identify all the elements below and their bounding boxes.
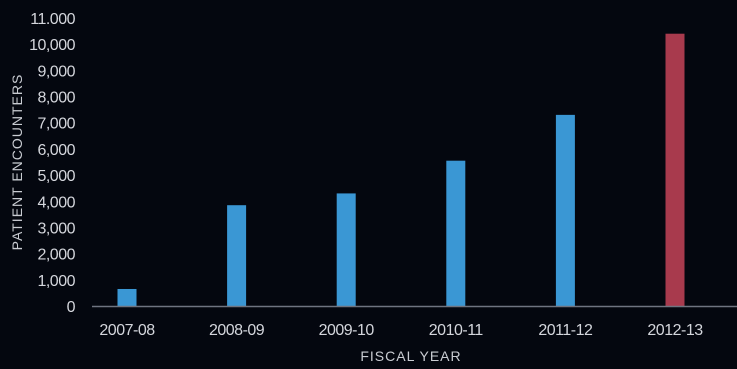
y-axis-title: PATIENT ENCOUNTERS	[9, 74, 25, 251]
x-tick-label: 2008-09	[209, 322, 265, 339]
x-tick-label: 2007-08	[99, 322, 155, 339]
y-tick-label: 6,000	[37, 142, 75, 159]
y-tick-label: 5,000	[37, 168, 75, 185]
bar-2011-12	[555, 114, 575, 306]
y-tick-label: 9,000	[37, 63, 75, 80]
bars-group	[117, 33, 685, 306]
y-tick-label: 3,000	[37, 220, 75, 237]
x-tick-label: 2009-10	[319, 322, 375, 339]
y-tick-label: 2,000	[37, 247, 75, 264]
bar-2012-13	[665, 33, 685, 306]
y-tick-label: 4,000	[37, 194, 75, 211]
x-tick-label: 2011-12	[538, 322, 593, 339]
y-tick-label: 8,000	[37, 90, 75, 107]
y-axis-ticks: 0 1,000 2,000 3,000 4,000 5,000 6,000 7,000 8,00…	[29, 11, 76, 316]
bar-2008-09	[227, 205, 247, 306]
x-tick-label: 2010-11	[429, 322, 484, 339]
x-axis-title: FISCAL YEAR	[360, 348, 461, 364]
x-axis-ticks: 2007-08 2008-09 2009-10 2010-11 2011-12 2012-…	[99, 322, 703, 339]
y-tick-label: 10,000	[29, 37, 76, 54]
bar-2007-08	[117, 288, 137, 306]
y-tick-label: 1,000	[37, 273, 75, 290]
x-tick-label: 2012-13	[647, 322, 703, 339]
bar-2010-11	[446, 160, 466, 306]
bar-2009-10	[336, 193, 356, 306]
y-tick-label: 0	[67, 299, 76, 316]
y-tick-label: 7,000	[37, 116, 75, 133]
y-tick-label: 11.000	[30, 11, 75, 28]
